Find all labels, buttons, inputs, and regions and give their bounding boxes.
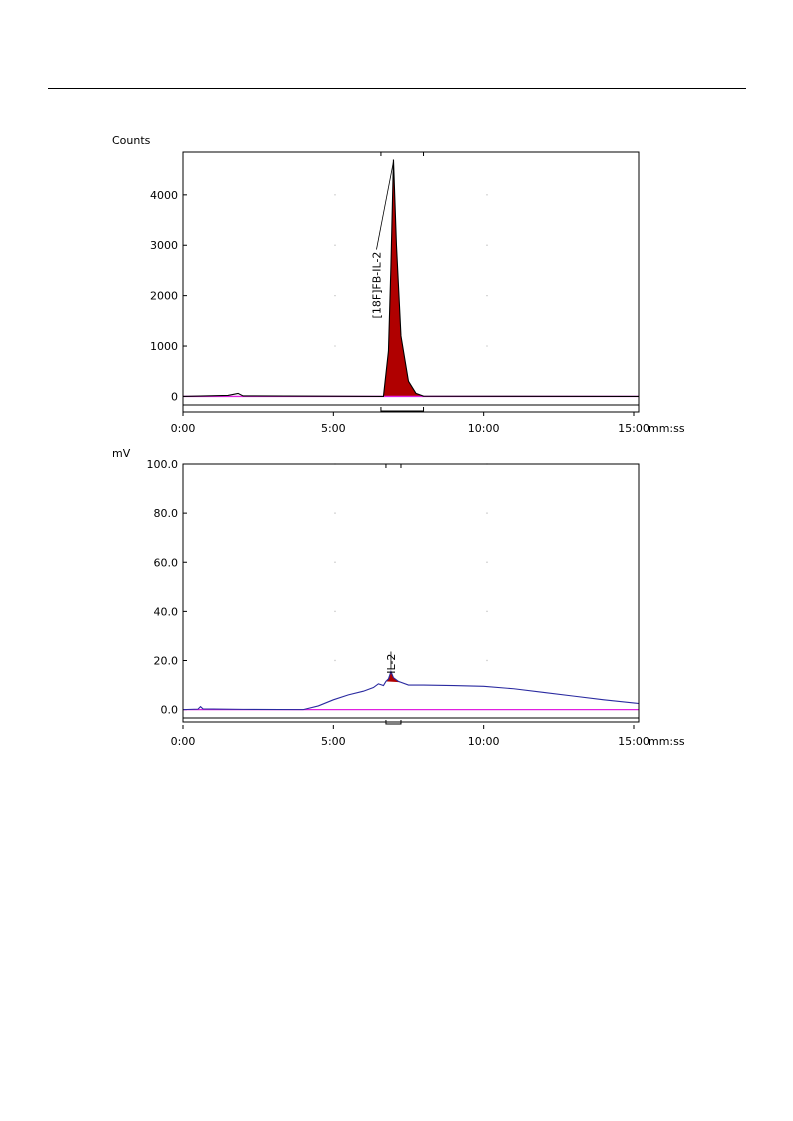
grid-dot: [486, 294, 488, 297]
y-tick-label: 1000: [150, 340, 178, 353]
grid-dot: [486, 345, 488, 347]
y-tick-label: 4000: [150, 189, 178, 202]
peak-area: [380, 159, 424, 397]
grid-dot: [486, 194, 488, 196]
grid-dot: [334, 345, 336, 347]
x-tick-label: 10:00: [468, 422, 500, 435]
x-tick-labels: 0:00 5:00 10:00 15:00: [171, 412, 650, 435]
x-tick-label: 5:00: [321, 422, 346, 435]
plot-frame: [182, 151, 640, 413]
grid-dot: [486, 244, 488, 246]
y-tick-label: 3000: [150, 239, 178, 252]
y-tick-labels: 0 1000 2000 3000 4000: [150, 189, 187, 403]
x-tick-label: 0:00: [171, 422, 196, 435]
grid: [334, 194, 488, 347]
series-line: [182, 159, 640, 397]
x-axis-unit: mm:ss: [648, 422, 685, 435]
peak-leader: [376, 161, 394, 250]
page-header-rule: [48, 88, 746, 89]
peak-fill: [380, 159, 424, 397]
y-tick-label: 0: [171, 390, 178, 403]
peak-label: [18F]FB-IL-2: [370, 252, 383, 319]
y-axis-label: Counts: [112, 134, 151, 147]
peak-bracket-bottom: [380, 407, 425, 412]
grid-dot: [334, 194, 336, 196]
grid-dot: [334, 244, 336, 246]
x-tick-label: 15:00: [618, 422, 650, 435]
grid-dot: [334, 294, 336, 297]
peak-bracket-top: [380, 151, 425, 156]
y-tick-label: 2000: [150, 290, 178, 303]
trace: [182, 159, 640, 398]
